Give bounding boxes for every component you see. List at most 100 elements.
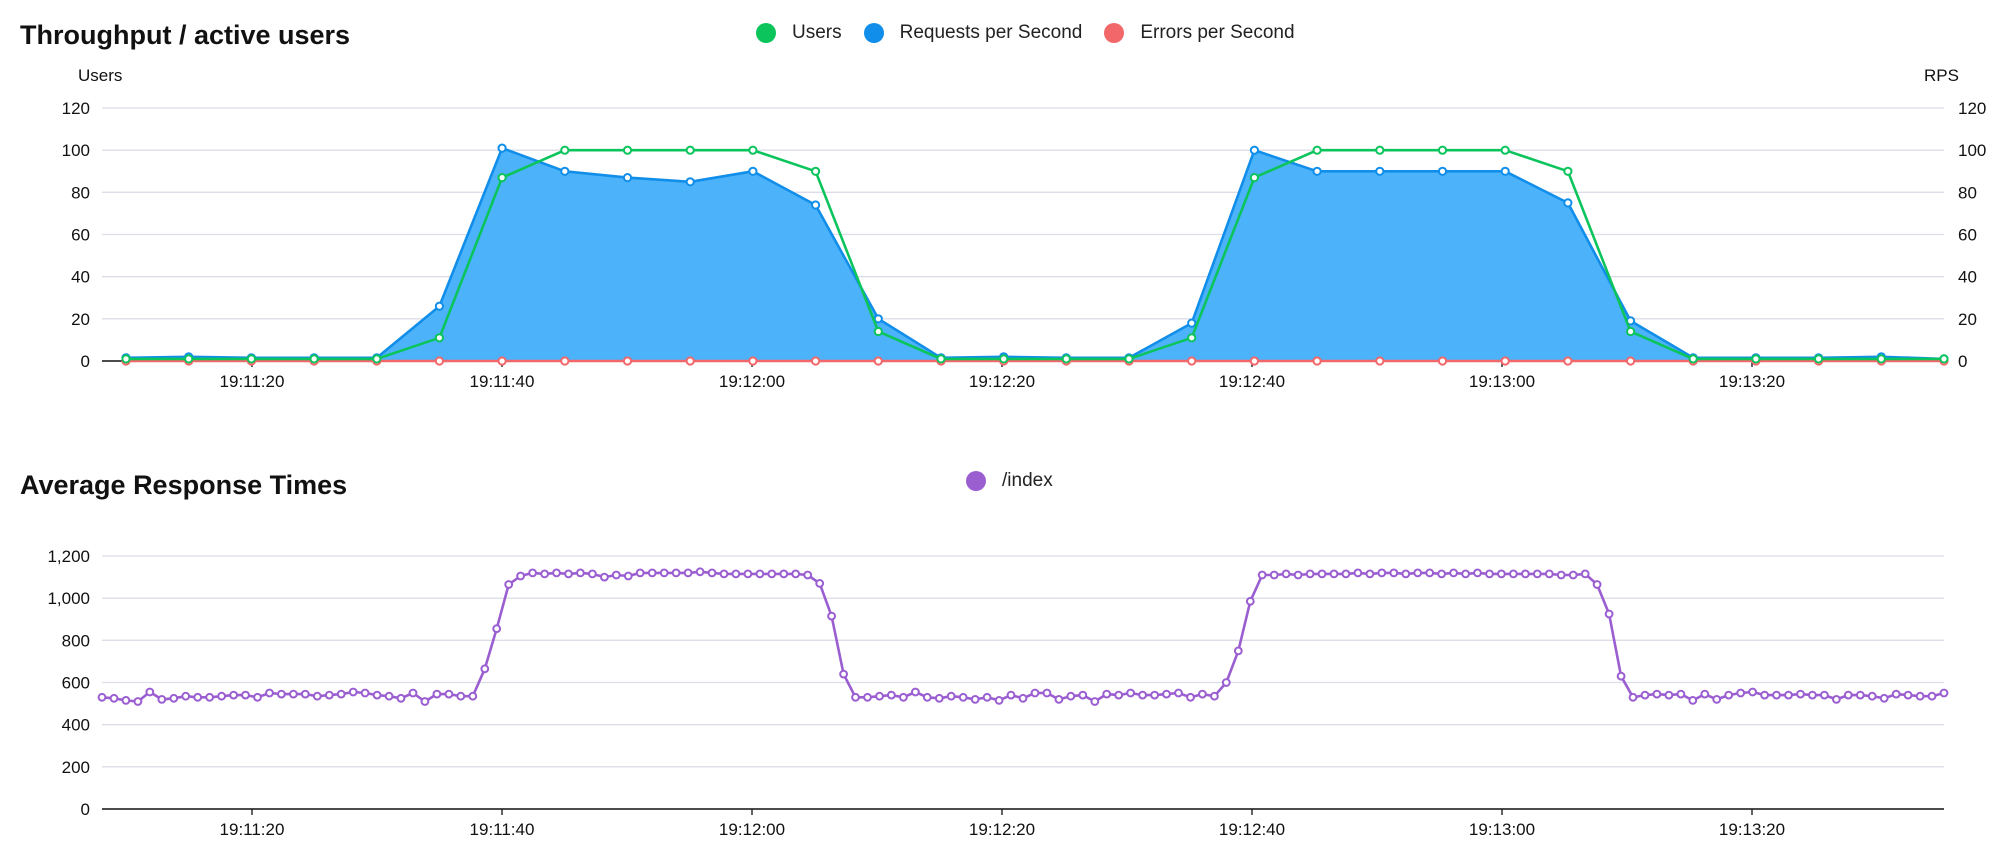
data-point-index <box>1772 690 1781 700</box>
data-point-index <box>181 691 191 701</box>
data-point-rps <box>1312 166 1322 176</box>
data-point-index <box>1712 695 1722 704</box>
data-point-index <box>444 689 454 699</box>
data-point-index <box>899 692 908 702</box>
data-point-index <box>372 690 382 700</box>
data-point-rps <box>873 314 883 324</box>
data-point-index <box>623 571 633 581</box>
data-point-index <box>420 697 430 706</box>
data-point-index <box>1700 689 1710 699</box>
data-point-index <box>552 568 561 578</box>
legend-item-users[interactable]: Users <box>756 22 842 44</box>
legend-label-users: Users <box>792 22 842 43</box>
data-point-index <box>97 692 107 702</box>
y-tick-label-left: 200 <box>62 758 90 777</box>
y-tick-label-left: 800 <box>62 631 90 650</box>
data-point-users <box>1939 354 1949 364</box>
data-point-index <box>1784 690 1793 700</box>
data-point-users <box>622 145 633 155</box>
data-point-users <box>1437 145 1448 155</box>
data-point-index <box>671 568 681 578</box>
data-point-index <box>1724 690 1734 700</box>
data-point-users <box>184 354 194 364</box>
data-point-users <box>1375 145 1385 155</box>
data-point-index <box>1580 569 1590 579</box>
data-point-index <box>265 688 274 698</box>
data-point-index <box>1879 693 1889 703</box>
x-tick-label: 19:12:20 <box>969 372 1035 391</box>
data-point-errors <box>1500 356 1510 366</box>
data-point-users <box>434 333 444 343</box>
data-point-index <box>432 689 442 699</box>
data-point-index <box>492 624 502 634</box>
data-point-errors <box>811 356 821 366</box>
data-point-index <box>1604 609 1614 619</box>
y-axis-label-right: RPS <box>1924 66 1959 85</box>
data-point-users <box>999 354 1009 364</box>
data-point-users <box>1814 354 1824 364</box>
data-point-index <box>1616 671 1626 681</box>
data-point-index <box>1269 570 1279 580</box>
y-axis-label-left: Users <box>78 66 122 85</box>
data-point-index <box>277 689 286 699</box>
data-point-errors <box>685 356 695 366</box>
data-point-users <box>1249 173 1260 183</box>
legend-item-index[interactable]: /index <box>966 470 1053 492</box>
data-point-index <box>1473 568 1482 578</box>
x-tick-label: 19:11:40 <box>470 820 535 839</box>
data-point-errors <box>748 356 758 366</box>
legend-item-errors[interactable]: Errors per Second <box>1104 22 1295 44</box>
data-point-index <box>1341 569 1351 579</box>
data-point-index <box>1221 678 1231 687</box>
y-tick-label-left: 40 <box>71 268 90 287</box>
data-point-index <box>659 568 669 578</box>
data-point-index <box>456 691 466 701</box>
x-tick-label: 19:11:40 <box>470 372 535 391</box>
data-point-errors <box>1563 356 1573 366</box>
data-point-index <box>193 692 203 702</box>
data-point-index <box>1126 688 1135 698</box>
data-point-index <box>1664 690 1674 700</box>
data-point-users <box>1751 354 1761 364</box>
x-tick-label: 19:12:00 <box>719 372 785 391</box>
series-line-users <box>126 148 1944 361</box>
y-tick-label-right: 100 <box>1958 141 1986 160</box>
data-point-rps <box>748 166 758 176</box>
x-tick-label: 19:11:20 <box>220 820 285 839</box>
data-point-index <box>229 690 239 700</box>
data-point-index <box>635 568 645 578</box>
data-point-index <box>1628 692 1638 702</box>
data-point-index <box>205 692 215 702</box>
data-point-index <box>588 569 597 579</box>
data-point-index <box>731 569 741 579</box>
data-point-users <box>1187 333 1197 343</box>
data-point-index <box>1891 689 1901 699</box>
data-point-index <box>1592 580 1602 589</box>
data-point-index <box>1233 646 1243 656</box>
data-point-errors <box>1249 356 1260 366</box>
y-tick-label-right: 40 <box>1958 268 1977 287</box>
data-point-errors <box>560 356 570 366</box>
series-line-rps <box>125 146 1945 361</box>
data-point-rps <box>434 301 444 311</box>
data-point-index <box>1927 691 1937 701</box>
data-point-index <box>1760 690 1769 700</box>
data-point-index <box>408 688 418 698</box>
data-point-index <box>133 697 143 706</box>
data-point-index <box>109 693 119 703</box>
data-point-index <box>1377 568 1387 578</box>
y-tick-label-left: 60 <box>71 226 90 245</box>
data-point-errors <box>1437 356 1448 366</box>
legend-item-rps[interactable]: Requests per Second <box>863 22 1082 44</box>
data-point-users <box>560 145 570 155</box>
data-point-errors <box>1312 356 1322 366</box>
x-tick-label: 19:12:20 <box>969 820 1035 839</box>
data-point-index <box>1437 569 1446 579</box>
data-point-users <box>309 354 319 364</box>
data-point-index <box>1162 689 1171 699</box>
response-times-legend: /index <box>966 470 1075 492</box>
y-tick-label-right: 20 <box>1958 310 1977 329</box>
y-tick-label-right: 120 <box>1958 99 1986 118</box>
data-point-index <box>647 568 657 578</box>
y-tick-label-left: 1,000 <box>47 589 90 608</box>
